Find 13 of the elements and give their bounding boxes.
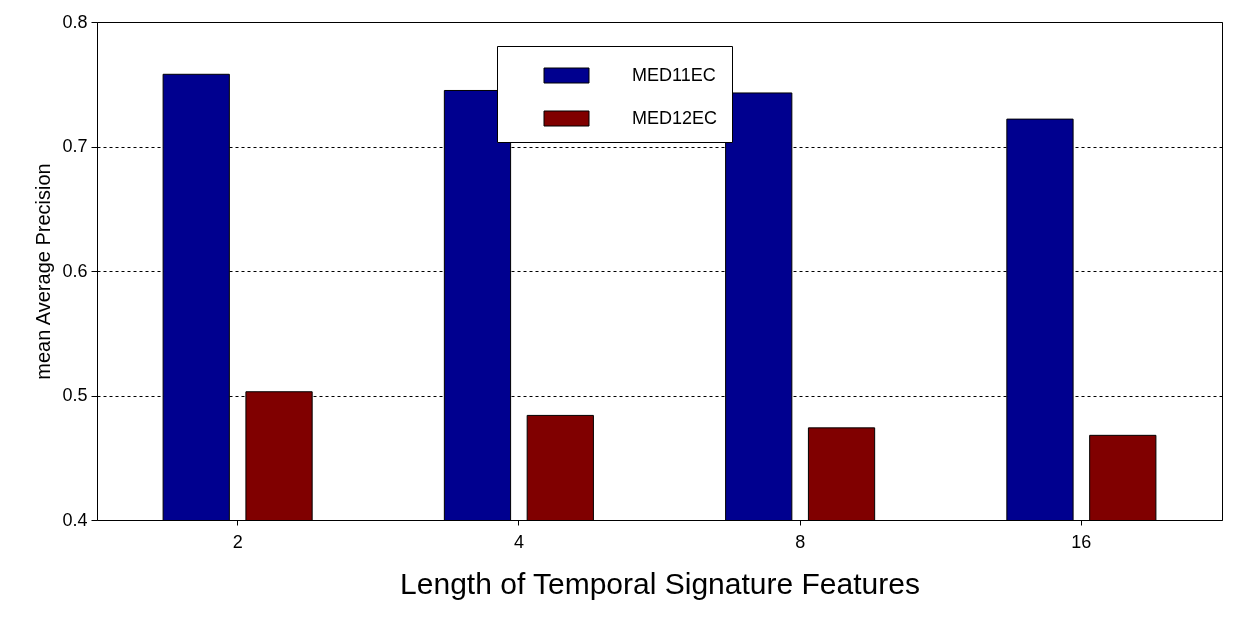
x-tick-label: 16 bbox=[1071, 531, 1092, 552]
y-tick-label: 0.5 bbox=[62, 385, 88, 405]
x-tick-label: 4 bbox=[513, 531, 524, 552]
x-axis-title: Length of Temporal Signature Features bbox=[400, 566, 920, 600]
y-tick-label: 0.4 bbox=[62, 509, 88, 530]
y-tick-label: 0.6 bbox=[62, 260, 88, 281]
x-tick-label: 8 bbox=[795, 531, 806, 552]
legend-label: MED11EC bbox=[632, 64, 716, 85]
x-tick-label: 2 bbox=[232, 531, 243, 552]
y-axis-title: mean Average Precision bbox=[32, 163, 55, 380]
y-tick-label: 0.7 bbox=[62, 136, 88, 156]
y-tick-label: 0.8 bbox=[62, 11, 88, 32]
legend-label: MED12EC bbox=[632, 107, 718, 128]
